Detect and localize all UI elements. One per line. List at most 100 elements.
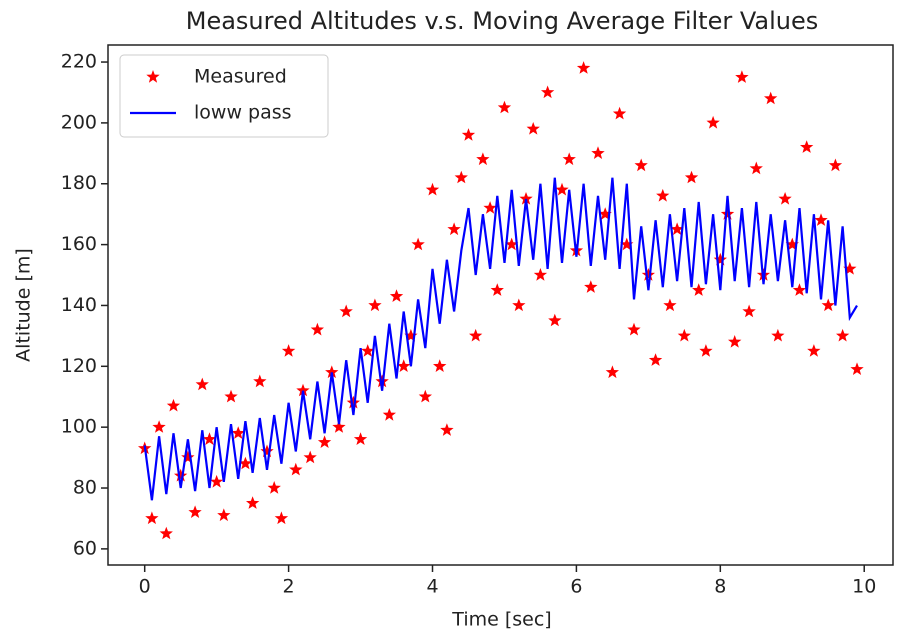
data-point (497, 100, 512, 114)
x-tick-label: 4 (426, 576, 438, 598)
data-point (296, 383, 310, 397)
data-point (152, 420, 166, 433)
data-point (771, 328, 785, 342)
data-point (684, 170, 699, 184)
data-point (317, 435, 332, 448)
data-point (346, 395, 360, 409)
data-point (145, 511, 159, 525)
data-point (641, 268, 655, 281)
data-point (634, 158, 648, 172)
data-point (411, 237, 425, 251)
plot-frame (107, 44, 894, 566)
data-point (310, 322, 324, 336)
y-tick-label: 180 (61, 172, 97, 194)
data-point (612, 106, 627, 120)
y-tick-label: 220 (61, 51, 97, 73)
data-point (728, 335, 742, 348)
x-tick-label: 0 (139, 576, 151, 598)
data-point (699, 344, 713, 357)
data-point (526, 122, 540, 135)
legend-box (119, 54, 329, 138)
data-point (591, 146, 605, 159)
data-point (188, 505, 202, 518)
data-point (843, 261, 857, 275)
data-point (418, 389, 432, 403)
chart-title: Measured Altitudes v.s. Moving Average F… (186, 7, 819, 35)
data-point (159, 526, 173, 540)
data-point (519, 192, 533, 205)
data-point (627, 322, 641, 336)
data-point (663, 298, 677, 312)
data-point (490, 283, 504, 296)
data-point (425, 182, 440, 196)
data-point (238, 456, 253, 470)
data-point (303, 450, 317, 464)
data-point (505, 237, 519, 251)
data-point (325, 365, 339, 379)
legend-label: loww pass (194, 102, 292, 124)
data-point (339, 304, 353, 318)
data-point (461, 128, 476, 141)
y-tick-label: 160 (61, 233, 97, 255)
y-tick-label: 120 (61, 355, 97, 377)
data-point (620, 237, 634, 251)
data-point (713, 252, 727, 266)
data-point (785, 237, 799, 251)
data-point (800, 140, 814, 153)
data-point (433, 359, 447, 372)
data-point (274, 511, 289, 525)
data-point (584, 280, 598, 293)
x-tick-label: 6 (570, 576, 582, 598)
data-point (821, 298, 835, 312)
data-point (195, 377, 209, 391)
data-point (332, 420, 346, 433)
data-point (253, 374, 267, 388)
data-point (397, 359, 411, 372)
data-point (476, 152, 490, 166)
data-point (454, 170, 468, 184)
y-tick-label: 100 (61, 416, 97, 438)
x-tick-label: 8 (714, 576, 726, 598)
data-point (828, 158, 843, 172)
data-point (850, 362, 864, 375)
data-point (677, 328, 691, 342)
data-point (735, 70, 749, 83)
data-point (656, 188, 670, 202)
data-point (181, 450, 195, 464)
data-point (792, 283, 807, 296)
data-point (404, 328, 418, 342)
x-tick-label: 10 (852, 576, 876, 598)
data-point (512, 298, 526, 312)
x-tick-label: 2 (283, 576, 295, 598)
y-axis-label: Altitude [m] (13, 248, 35, 362)
x-axis-label: Time [sec] (451, 609, 551, 631)
data-point (562, 152, 576, 166)
data-point (267, 481, 281, 494)
data-point (533, 268, 548, 281)
data-point (836, 328, 850, 342)
data-point (648, 353, 663, 366)
data-point (389, 289, 404, 302)
data-point (814, 213, 828, 226)
data-point (217, 508, 231, 522)
data-point (368, 298, 382, 312)
data-point (749, 161, 763, 175)
data-point (742, 304, 756, 318)
data-line (143, 177, 858, 501)
data-point (764, 91, 778, 105)
data-point (440, 423, 454, 436)
data-point (720, 207, 735, 220)
y-tick-label: 60 (73, 537, 97, 559)
data-point (166, 398, 181, 412)
data-point (469, 328, 483, 342)
data-point (598, 207, 612, 220)
data-point (260, 444, 274, 458)
data-point (202, 432, 217, 445)
data-point (605, 365, 619, 379)
data-point (807, 344, 821, 357)
data-point (246, 496, 260, 509)
data-point (210, 474, 224, 488)
data-point (541, 85, 555, 99)
legend-label: Measured (194, 66, 287, 88)
